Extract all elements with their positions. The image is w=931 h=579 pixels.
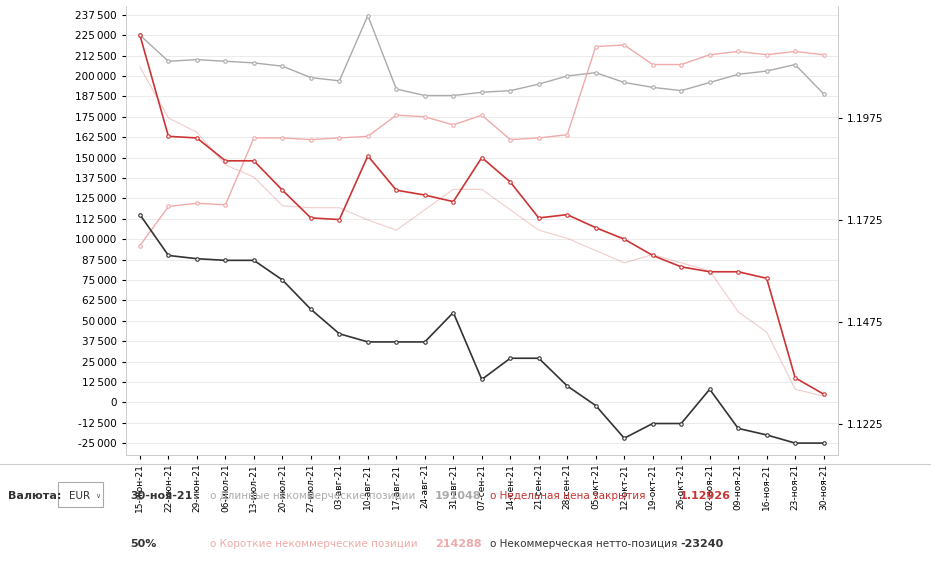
Text: ∨: ∨ xyxy=(96,493,101,499)
Text: 214288: 214288 xyxy=(435,539,481,549)
Text: EUR: EUR xyxy=(70,490,90,501)
Text: о Недельная цена закрытия: о Недельная цена закрытия xyxy=(490,490,645,501)
Text: 1.12926: 1.12926 xyxy=(680,490,731,501)
Text: -23240: -23240 xyxy=(680,539,723,549)
Text: Валюта:: Валюта: xyxy=(8,490,61,501)
Text: 30-ноя-21: 30-ноя-21 xyxy=(130,490,193,501)
Text: о Короткие некоммерческие позиции: о Короткие некоммерческие позиции xyxy=(210,539,418,549)
Text: 50%: 50% xyxy=(130,539,156,549)
Text: о Некоммерческая нетто-позиция: о Некоммерческая нетто-позиция xyxy=(490,539,678,549)
Bar xyxy=(58,482,103,507)
Text: о Длинные некоммерческие позиции: о Длинные некоммерческие позиции xyxy=(210,490,415,501)
Text: 191048: 191048 xyxy=(435,490,481,501)
